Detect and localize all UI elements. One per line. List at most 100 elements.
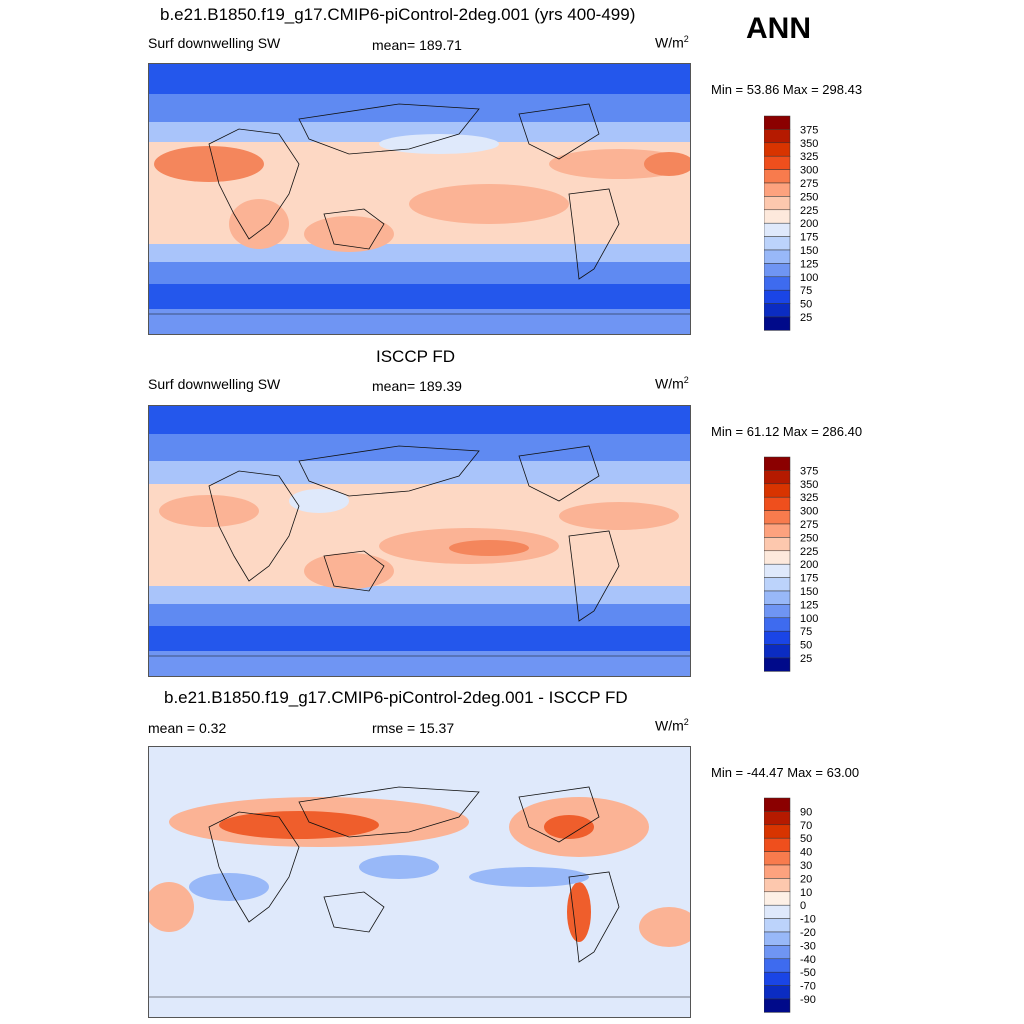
colorbar-box [764, 263, 791, 278]
colorbar-box [764, 537, 791, 552]
atlantic-high [559, 502, 679, 530]
colorbar-tick-label: -10 [800, 914, 816, 926]
sahara-high [159, 495, 259, 527]
colorbar-tick-label: 175 [800, 232, 818, 244]
panel1-map [148, 63, 691, 335]
colorbar-box [764, 985, 791, 1000]
pacific-core [449, 540, 529, 556]
sahara-high [154, 146, 264, 182]
eurasia-coast [298, 445, 480, 497]
africa-south-high [229, 199, 289, 249]
colorbar-box [764, 209, 791, 224]
eurasia-coast [298, 103, 480, 155]
australia-high [304, 216, 394, 252]
colorbar-tick-label: 375 [800, 465, 818, 477]
colorbar-box [764, 864, 791, 879]
colorbar-tick-label: 225 [800, 546, 818, 558]
southern-mid-band [149, 244, 690, 264]
colorbar-box [764, 550, 791, 565]
colorbar-box [764, 904, 791, 919]
colorbar-box [764, 998, 791, 1013]
colorbar-tick-label: 25 [800, 312, 812, 324]
panel2-mean-label: mean= 189.39 [372, 378, 462, 394]
panel1-colorbar: 375 350 325 300 275 250 225 200 175 150 125 100 75 50… [764, 115, 844, 331]
atlantic-positive [639, 907, 690, 947]
pacific-negative [469, 867, 589, 887]
colorbar-tick-label: 150 [800, 245, 818, 257]
colorbar-tick-label: 325 [800, 492, 818, 504]
colorbar-box [764, 276, 791, 291]
colorbar-tick-label: -40 [800, 954, 816, 966]
warm-pool-negative [359, 855, 439, 879]
colorbar-tick-label: 275 [800, 178, 818, 190]
colorbar-tick-label: -30 [800, 940, 816, 952]
season-label: ANN [746, 12, 811, 45]
colorbar-tick-label: 50 [800, 640, 812, 652]
colorbar-tick-label: 200 [800, 218, 818, 230]
colorbar-tick-label: 90 [800, 806, 812, 818]
north-pacific-cloud [379, 134, 499, 154]
panel3-colorbar: 90 70 50 40 30 20 10 0 -10 -20 -30 -40 -50 -70 -90 [764, 797, 844, 1013]
colorbar-box [764, 222, 791, 237]
panel3-units: W/m2 [655, 717, 689, 734]
colorbar-tick-label: 175 [800, 573, 818, 585]
eurasia-coast [298, 786, 480, 838]
colorbar-box [764, 630, 791, 645]
colorbar-box [764, 155, 791, 170]
panel2-units: W/m2 [655, 375, 689, 392]
panel2-map-field [149, 406, 690, 676]
colorbar-tick-label: -90 [800, 994, 816, 1006]
colorbar-box [764, 797, 791, 812]
andes-positive [567, 882, 591, 942]
panel1-units: W/m2 [655, 34, 689, 51]
east-high [644, 152, 690, 176]
panel1-minmax: Min = 53.86 Max = 298.43 [711, 82, 863, 97]
colorbar-box [764, 289, 791, 304]
colorbar-box [764, 115, 791, 130]
panel2-variable-label: Surf downwelling SW [148, 376, 281, 392]
colorbar-box [764, 851, 791, 866]
colorbar-box [764, 644, 791, 659]
panel2-map [148, 405, 691, 677]
colorbar-tick-label: 375 [800, 124, 818, 136]
colorbar-box [764, 563, 791, 578]
colorbar-tick-label: 325 [800, 151, 818, 163]
colorbar-box [764, 971, 791, 986]
antarctic-band [149, 309, 690, 334]
colorbar-box [764, 604, 791, 619]
australia-coast [323, 208, 385, 250]
panel3-mean-label: mean = 0.32 [148, 720, 227, 736]
north-america-coast [518, 103, 600, 160]
colorbar-tick-label: 225 [800, 205, 818, 217]
colorbar-tick-label: 300 [800, 165, 818, 177]
southern-polar-band [149, 284, 690, 309]
colorbar-box [764, 470, 791, 485]
colorbar-box [764, 878, 791, 893]
south-america-coast [568, 871, 620, 963]
colorbar-box [764, 931, 791, 946]
colorbar-tick-label: 100 [800, 272, 818, 284]
panel2-title: ISCCP FD [376, 347, 456, 366]
north-america-coast [518, 786, 600, 843]
south-america-coast [568, 188, 620, 280]
africa-coast [208, 128, 300, 240]
colorbar-box [764, 837, 791, 852]
colorbar-box [764, 169, 791, 184]
colorbar-tick-label: 75 [800, 626, 812, 638]
colorbar-box [764, 918, 791, 933]
colorbar-box [764, 249, 791, 264]
panel3-map-field [149, 747, 690, 1017]
panel3-rmse-label: rmse = 15.37 [372, 720, 455, 736]
panel3-minmax: Min = -44.47 Max = 63.00 [711, 765, 860, 780]
colorbar-tick-label: 20 [800, 873, 812, 885]
panel1-variable-label: Surf downwelling SW [148, 35, 281, 51]
colorbar-tick-label: 75 [800, 285, 812, 297]
colorbar-box [764, 316, 791, 331]
colorbar-tick-label: 250 [800, 191, 818, 203]
pacific-high [409, 184, 569, 224]
colorbar-box [764, 236, 791, 251]
colorbar-box [764, 182, 791, 197]
colorbar-box [764, 945, 791, 960]
colorbar-box [764, 129, 791, 144]
colorbar-box [764, 891, 791, 906]
